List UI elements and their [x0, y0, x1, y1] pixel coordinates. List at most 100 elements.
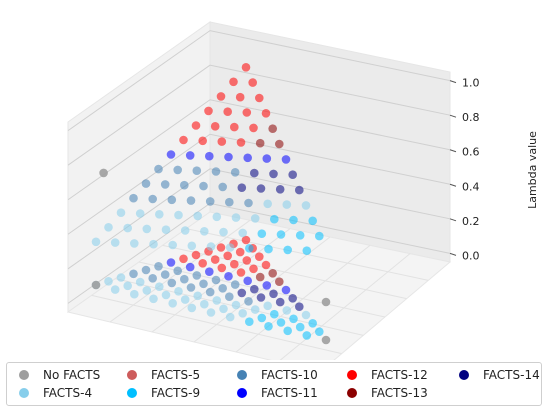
data-point: [249, 123, 258, 133]
data-point: [204, 106, 213, 116]
data-point: [198, 259, 207, 268]
z-tick-label: 0.6: [462, 146, 480, 159]
data-point: [237, 183, 247, 192]
legend-label: No FACTS: [43, 368, 101, 382]
data-point: [225, 312, 235, 322]
data-point: [174, 210, 183, 220]
data-point: [254, 252, 264, 261]
data-point: [168, 240, 177, 250]
legend-label: FACTS-10: [261, 368, 318, 382]
data-point: [191, 121, 201, 130]
data-point: [173, 266, 182, 276]
legend-marker-icon: [19, 370, 29, 380]
data-point: [198, 136, 207, 146]
z-gridline: [67, 64, 451, 166]
data-point: [250, 214, 260, 223]
legend-label: FACTS-12: [371, 368, 428, 382]
data-point: [135, 277, 145, 287]
data-point: [281, 155, 291, 164]
data-point: [166, 150, 176, 159]
data-point: [250, 305, 260, 314]
data-point: [199, 279, 208, 289]
data-point: [179, 254, 188, 264]
data-point: [237, 288, 247, 298]
legend-label: FACTS-5: [151, 368, 201, 382]
data-point: [255, 272, 265, 282]
data-point: [219, 227, 228, 237]
z-axis-ticks: 0.0 0.2 0.4 0.6 0.8 1.0: [449, 77, 480, 262]
legend-item: FACTS-5: [127, 367, 200, 383]
data-point: [289, 314, 298, 324]
data-point: [230, 280, 240, 289]
z-tick-label: 1.0: [462, 77, 480, 90]
legend-marker-icon: [459, 370, 469, 380]
data-point: [282, 200, 292, 209]
data-point: [276, 318, 286, 327]
data-point: [257, 229, 267, 238]
data-point: [129, 269, 138, 279]
chart-legend: No FACTS FACTS-5 FACTS-10 FACTS-12 FACTS-14 F…: [6, 362, 542, 406]
data-point: [141, 265, 151, 275]
data-point: [275, 185, 285, 194]
data-point: [283, 245, 293, 255]
data-point: [231, 300, 241, 310]
data-point: [154, 164, 163, 174]
legend-item: FACTS-4: [19, 385, 92, 401]
data-point: [216, 243, 226, 252]
data-point: [255, 138, 265, 148]
data-point: [135, 209, 145, 218]
z-tick-label: 0.0: [462, 249, 480, 262]
data-point: [301, 310, 311, 320]
data-point: [225, 243, 235, 252]
data-point: [231, 213, 241, 222]
data-point: [192, 166, 202, 175]
data-point: [130, 239, 139, 248]
data-point: [166, 258, 176, 267]
data-point: [241, 235, 251, 245]
data-point: [218, 284, 227, 293]
data-point: [187, 241, 197, 251]
data-point: [241, 63, 251, 72]
legend-item: FACTS-13: [347, 385, 428, 401]
z-gridline: [67, 133, 451, 235]
z-tick-mark: [449, 149, 457, 153]
data-point: [174, 287, 183, 296]
data-point: [161, 290, 171, 300]
data-point: [270, 214, 279, 224]
data-point: [186, 196, 196, 205]
data-point: [236, 268, 246, 277]
data-point: [123, 223, 132, 233]
legend-marker-icon: [347, 388, 357, 398]
data-point: [155, 282, 164, 292]
data-point: [199, 181, 208, 191]
data-point: [148, 194, 157, 204]
data-point: [91, 280, 101, 290]
data-point: [244, 198, 253, 208]
data-point: [205, 151, 214, 161]
data-point: [192, 271, 202, 280]
data-point: [217, 137, 227, 146]
data-point: [179, 135, 188, 145]
z-tick-mark: [449, 252, 457, 256]
data-point: [123, 281, 132, 291]
data-point: [263, 301, 273, 311]
data-point: [180, 180, 189, 190]
data-point: [288, 170, 298, 179]
data-point: [212, 296, 222, 305]
data-point: [295, 231, 305, 240]
z-tick-label: 0.2: [462, 215, 480, 228]
data-point: [230, 122, 239, 132]
data-point: [302, 246, 312, 255]
data-point: [154, 262, 163, 271]
data-point: [142, 286, 152, 295]
data-point: [206, 242, 216, 251]
data-point: [301, 201, 311, 210]
data-point: [268, 124, 278, 133]
z-axis-label: Lambda value: [526, 131, 539, 209]
legend-marker-icon: [237, 388, 247, 398]
data-point: [263, 199, 273, 209]
data-point: [254, 93, 264, 103]
z-gridline: [67, 99, 451, 201]
legend-item: FACTS-14: [459, 367, 540, 383]
legend-label: FACTS-13: [371, 386, 428, 400]
